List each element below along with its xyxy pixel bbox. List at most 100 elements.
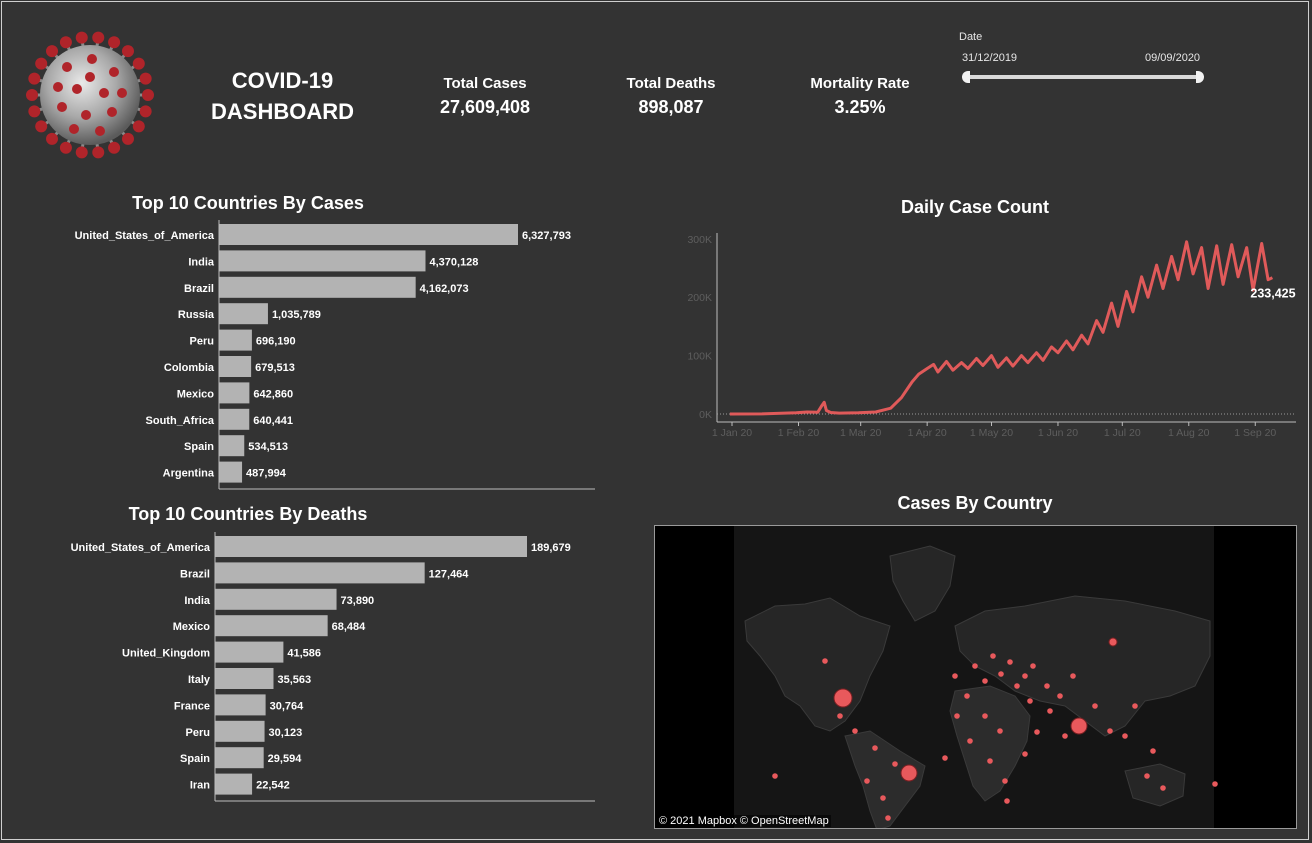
slider-start-handle[interactable] — [962, 71, 970, 83]
map-bubble[interactable] — [1160, 785, 1166, 791]
deaths-bar[interactable] — [215, 641, 284, 663]
map-bubble[interactable] — [900, 764, 918, 782]
map-bubble[interactable] — [1044, 683, 1050, 689]
map-bubble[interactable] — [1022, 673, 1028, 679]
deaths-bar[interactable] — [215, 536, 527, 557]
cases-value-label: 534,513 — [248, 441, 288, 453]
map-bubble[interactable] — [1122, 733, 1128, 739]
map-bubble[interactable] — [837, 713, 843, 719]
cases-bar[interactable] — [219, 461, 243, 483]
line-x-tick-label: 1 Jan 20 — [712, 427, 752, 439]
deaths-bar[interactable] — [215, 588, 337, 610]
map-bubble[interactable] — [1002, 778, 1008, 784]
cases-bar[interactable] — [219, 329, 252, 351]
cases-bar[interactable] — [219, 303, 268, 325]
slider-end-handle[interactable] — [1196, 71, 1204, 83]
deaths-category-label: United_States_of_America — [71, 542, 211, 554]
map-bubble[interactable] — [892, 761, 898, 767]
map-bubble[interactable] — [998, 671, 1004, 677]
deaths-bar[interactable] — [215, 668, 274, 689]
cases-value-label: 4,162,073 — [420, 283, 469, 295]
map-bubble[interactable] — [967, 738, 973, 744]
map-bubble[interactable] — [990, 653, 996, 659]
cases-bar[interactable] — [219, 224, 518, 245]
cases-map[interactable]: © 2021 Mapbox © OpenStreetMap — [654, 525, 1297, 829]
map-bubble[interactable] — [982, 713, 988, 719]
map-bubble[interactable] — [987, 758, 993, 764]
map-bubble[interactable] — [1070, 673, 1076, 679]
map-bubble[interactable] — [872, 745, 878, 751]
map-bubble[interactable] — [1150, 748, 1156, 754]
map-bubble[interactable] — [1070, 717, 1088, 735]
deaths-value-label: 30,764 — [270, 700, 305, 712]
date-range-slider[interactable] — [962, 70, 1204, 84]
deaths-bar[interactable] — [215, 773, 253, 795]
map-bubble[interactable] — [833, 688, 853, 708]
map-bubble[interactable] — [1047, 708, 1053, 714]
map-bubble[interactable] — [1132, 703, 1138, 709]
date-filter-start: 31/12/2019 — [962, 52, 1018, 64]
map-bubble[interactable] — [852, 728, 858, 734]
map-bubble[interactable] — [1057, 693, 1063, 699]
deaths-value-label: 73,890 — [341, 595, 375, 607]
cases-value-label: 4,370,128 — [429, 256, 478, 268]
cases-bar[interactable] — [219, 276, 416, 298]
cases-bar[interactable] — [219, 356, 252, 377]
cases-category-label: United_States_of_America — [75, 230, 215, 242]
cases-bar[interactable] — [219, 382, 250, 404]
cases-bar[interactable] — [219, 250, 426, 272]
map-bubble[interactable] — [1108, 637, 1118, 647]
deaths-category-label: Brazil — [180, 568, 210, 580]
map-bubble[interactable] — [972, 663, 978, 669]
map-bubble[interactable] — [1027, 698, 1033, 704]
map-bubble[interactable] — [1030, 663, 1036, 669]
map-bubble[interactable] — [997, 728, 1003, 734]
map-bubble[interactable] — [1062, 733, 1068, 739]
cases-bar[interactable] — [219, 435, 245, 457]
slider-track[interactable] — [966, 75, 1200, 79]
map-bubble[interactable] — [1212, 781, 1218, 787]
cases-value-label: 696,190 — [256, 336, 296, 348]
line-x-tick-label: 1 May 20 — [970, 427, 1013, 439]
deaths-bar[interactable] — [215, 615, 328, 637]
deaths-bar[interactable] — [215, 694, 266, 716]
map-bubble[interactable] — [982, 678, 988, 684]
map-bubble[interactable] — [1092, 703, 1098, 709]
map-bubble[interactable] — [885, 815, 891, 821]
map-bubble[interactable] — [1014, 683, 1020, 689]
map-bubble[interactable] — [1034, 729, 1040, 735]
cases-category-label: Russia — [178, 309, 215, 321]
map-bubble[interactable] — [1107, 728, 1113, 734]
deaths-category-label: Italy — [188, 674, 211, 686]
deaths-category-label: Iran — [190, 780, 210, 792]
deaths-category-label: United_Kingdom — [122, 648, 210, 660]
deaths-chart-title: Top 10 Countries By Deaths — [128, 504, 368, 524]
deaths-bar[interactable] — [215, 747, 264, 769]
map-bubble[interactable] — [822, 658, 828, 664]
cases-bar[interactable] — [219, 408, 250, 430]
daily-line-chart: 0K 100K 200K 300K 1 Jan 20 1 Feb 20 1 Mar 20 1 … — [687, 233, 1296, 439]
deaths-category-label: France — [174, 700, 210, 712]
cases-category-label: Argentina — [163, 468, 215, 480]
map-bubble[interactable] — [1007, 659, 1013, 665]
cases-category-label: Peru — [190, 336, 214, 348]
line-y-tick-label: 300K — [687, 234, 712, 246]
map-bubble[interactable] — [954, 713, 960, 719]
deaths-bar[interactable] — [215, 720, 265, 742]
deaths-category-label: Mexico — [173, 621, 211, 633]
map-bubble[interactable] — [1144, 773, 1150, 779]
daily-cases-line[interactable] — [729, 240, 1274, 416]
map-bubble[interactable] — [880, 795, 886, 801]
line-x-tick-label: 1 Apr 20 — [908, 427, 947, 439]
line-x-tick-label: 1 Jul 20 — [1104, 427, 1141, 439]
map-bubble[interactable] — [1022, 751, 1028, 757]
kpi-total-deaths-value: 898,087 — [638, 97, 704, 117]
map-bubble[interactable] — [952, 673, 958, 679]
map-bubble[interactable] — [772, 773, 778, 779]
deaths-bar[interactable] — [215, 562, 425, 584]
map-bubble[interactable] — [864, 778, 870, 784]
map-bubble[interactable] — [964, 693, 970, 699]
map-bubble[interactable] — [942, 755, 948, 761]
line-x-tick-label: 1 Aug 20 — [1168, 427, 1210, 439]
map-bubble[interactable] — [1004, 798, 1010, 804]
